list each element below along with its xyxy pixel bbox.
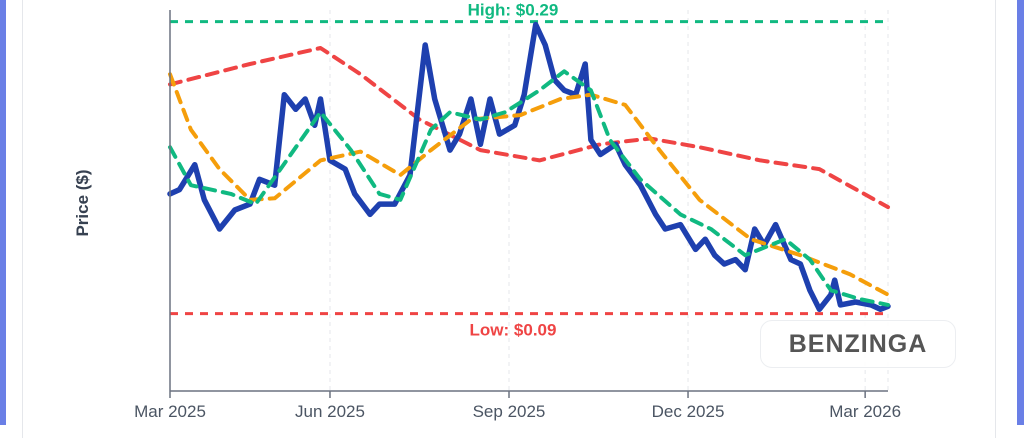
x-tick-label: Sep 2025 <box>473 402 546 421</box>
price-series-line <box>167 21 891 313</box>
right-border-strip <box>1017 0 1024 425</box>
sma-medium-series-line <box>168 72 890 297</box>
y-axis-label: Price ($) <box>73 169 92 236</box>
x-tick-label: Dec 2025 <box>652 402 725 421</box>
x-tick-label: Mar 2025 <box>134 402 206 421</box>
left-border-strip <box>0 0 6 425</box>
low-label: Low: $0.09 <box>470 321 557 340</box>
sma-long-series-line <box>168 46 890 210</box>
price-chart: High: $0.29 Low: $0.09 Mar 2025 Jun 2025 Se… <box>73 1 901 421</box>
x-tick-label: Mar 2026 <box>829 402 901 421</box>
high-label: High: $0.29 <box>468 1 559 20</box>
benzinga-watermark: BENZINGA <box>760 320 956 368</box>
sma-short-series-line <box>168 69 890 307</box>
x-tick-label: Jun 2025 <box>295 402 365 421</box>
